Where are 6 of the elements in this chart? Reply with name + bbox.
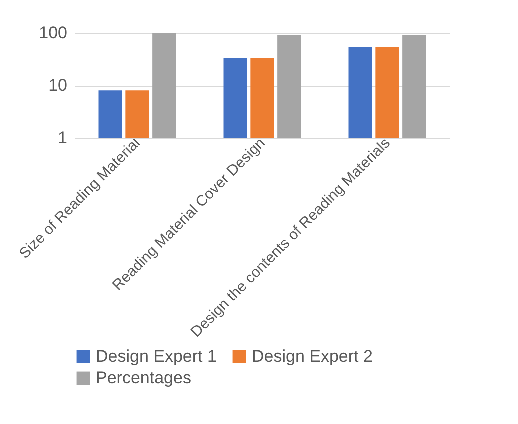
legend-label: Design Expert 2 [252, 346, 373, 366]
y-tick-label: 10 [48, 76, 68, 95]
y-tick-label: 100 [39, 24, 68, 42]
y-tick-label: 1 [58, 128, 68, 148]
legend-label: Design Expert 1 [96, 346, 217, 366]
legend-label: Percentages [96, 368, 192, 388]
